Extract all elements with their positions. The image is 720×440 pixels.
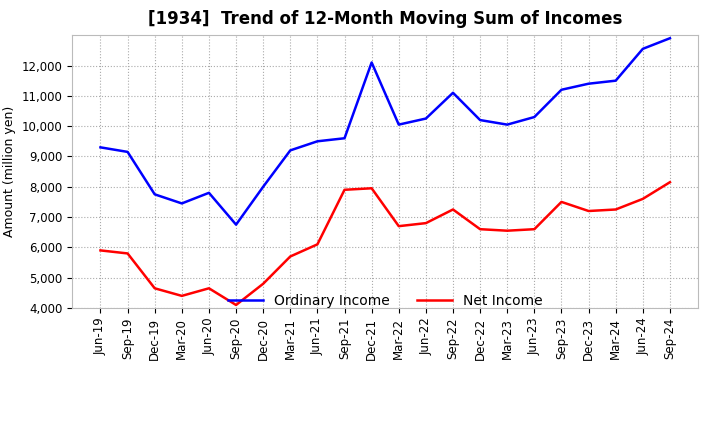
- Ordinary Income: [123, 149, 132, 154]
- Ordinary Income: [530, 114, 539, 120]
- Ordinary Income: [584, 81, 593, 86]
- Ordinary Income: [639, 46, 647, 51]
- Net Income: [476, 227, 485, 232]
- Net Income: [204, 286, 213, 291]
- Net Income: [313, 242, 322, 247]
- Ordinary Income: [476, 117, 485, 123]
- Ordinary Income: [557, 87, 566, 92]
- Net Income: [232, 302, 240, 308]
- Net Income: [96, 248, 105, 253]
- Net Income: [259, 281, 268, 286]
- Ordinary Income: [150, 192, 159, 197]
- Net Income: [421, 220, 430, 226]
- Net Income: [503, 228, 511, 233]
- Ordinary Income: [367, 60, 376, 65]
- Net Income: [367, 186, 376, 191]
- Net Income: [150, 286, 159, 291]
- Net Income: [639, 196, 647, 202]
- Ordinary Income: [449, 90, 457, 95]
- Ordinary Income: [232, 222, 240, 227]
- Ordinary Income: [421, 116, 430, 121]
- Ordinary Income: [395, 122, 403, 127]
- Ordinary Income: [611, 78, 620, 83]
- Net Income: [530, 227, 539, 232]
- Net Income: [395, 224, 403, 229]
- Ordinary Income: [178, 201, 186, 206]
- Ordinary Income: [96, 145, 105, 150]
- Line: Net Income: Net Income: [101, 182, 670, 305]
- Title: [1934]  Trend of 12-Month Moving Sum of Incomes: [1934] Trend of 12-Month Moving Sum of I…: [148, 10, 622, 28]
- Net Income: [449, 207, 457, 212]
- Net Income: [557, 199, 566, 205]
- Ordinary Income: [286, 148, 294, 153]
- Ordinary Income: [341, 136, 349, 141]
- Ordinary Income: [204, 190, 213, 195]
- Ordinary Income: [313, 139, 322, 144]
- Y-axis label: Amount (million yen): Amount (million yen): [3, 106, 16, 237]
- Net Income: [611, 207, 620, 212]
- Net Income: [584, 209, 593, 214]
- Legend: Ordinary Income, Net Income: Ordinary Income, Net Income: [222, 288, 548, 313]
- Ordinary Income: [503, 122, 511, 127]
- Line: Ordinary Income: Ordinary Income: [101, 38, 670, 225]
- Ordinary Income: [259, 184, 268, 189]
- Net Income: [123, 251, 132, 256]
- Net Income: [286, 254, 294, 259]
- Net Income: [341, 187, 349, 192]
- Net Income: [178, 293, 186, 298]
- Net Income: [665, 180, 674, 185]
- Ordinary Income: [665, 36, 674, 41]
